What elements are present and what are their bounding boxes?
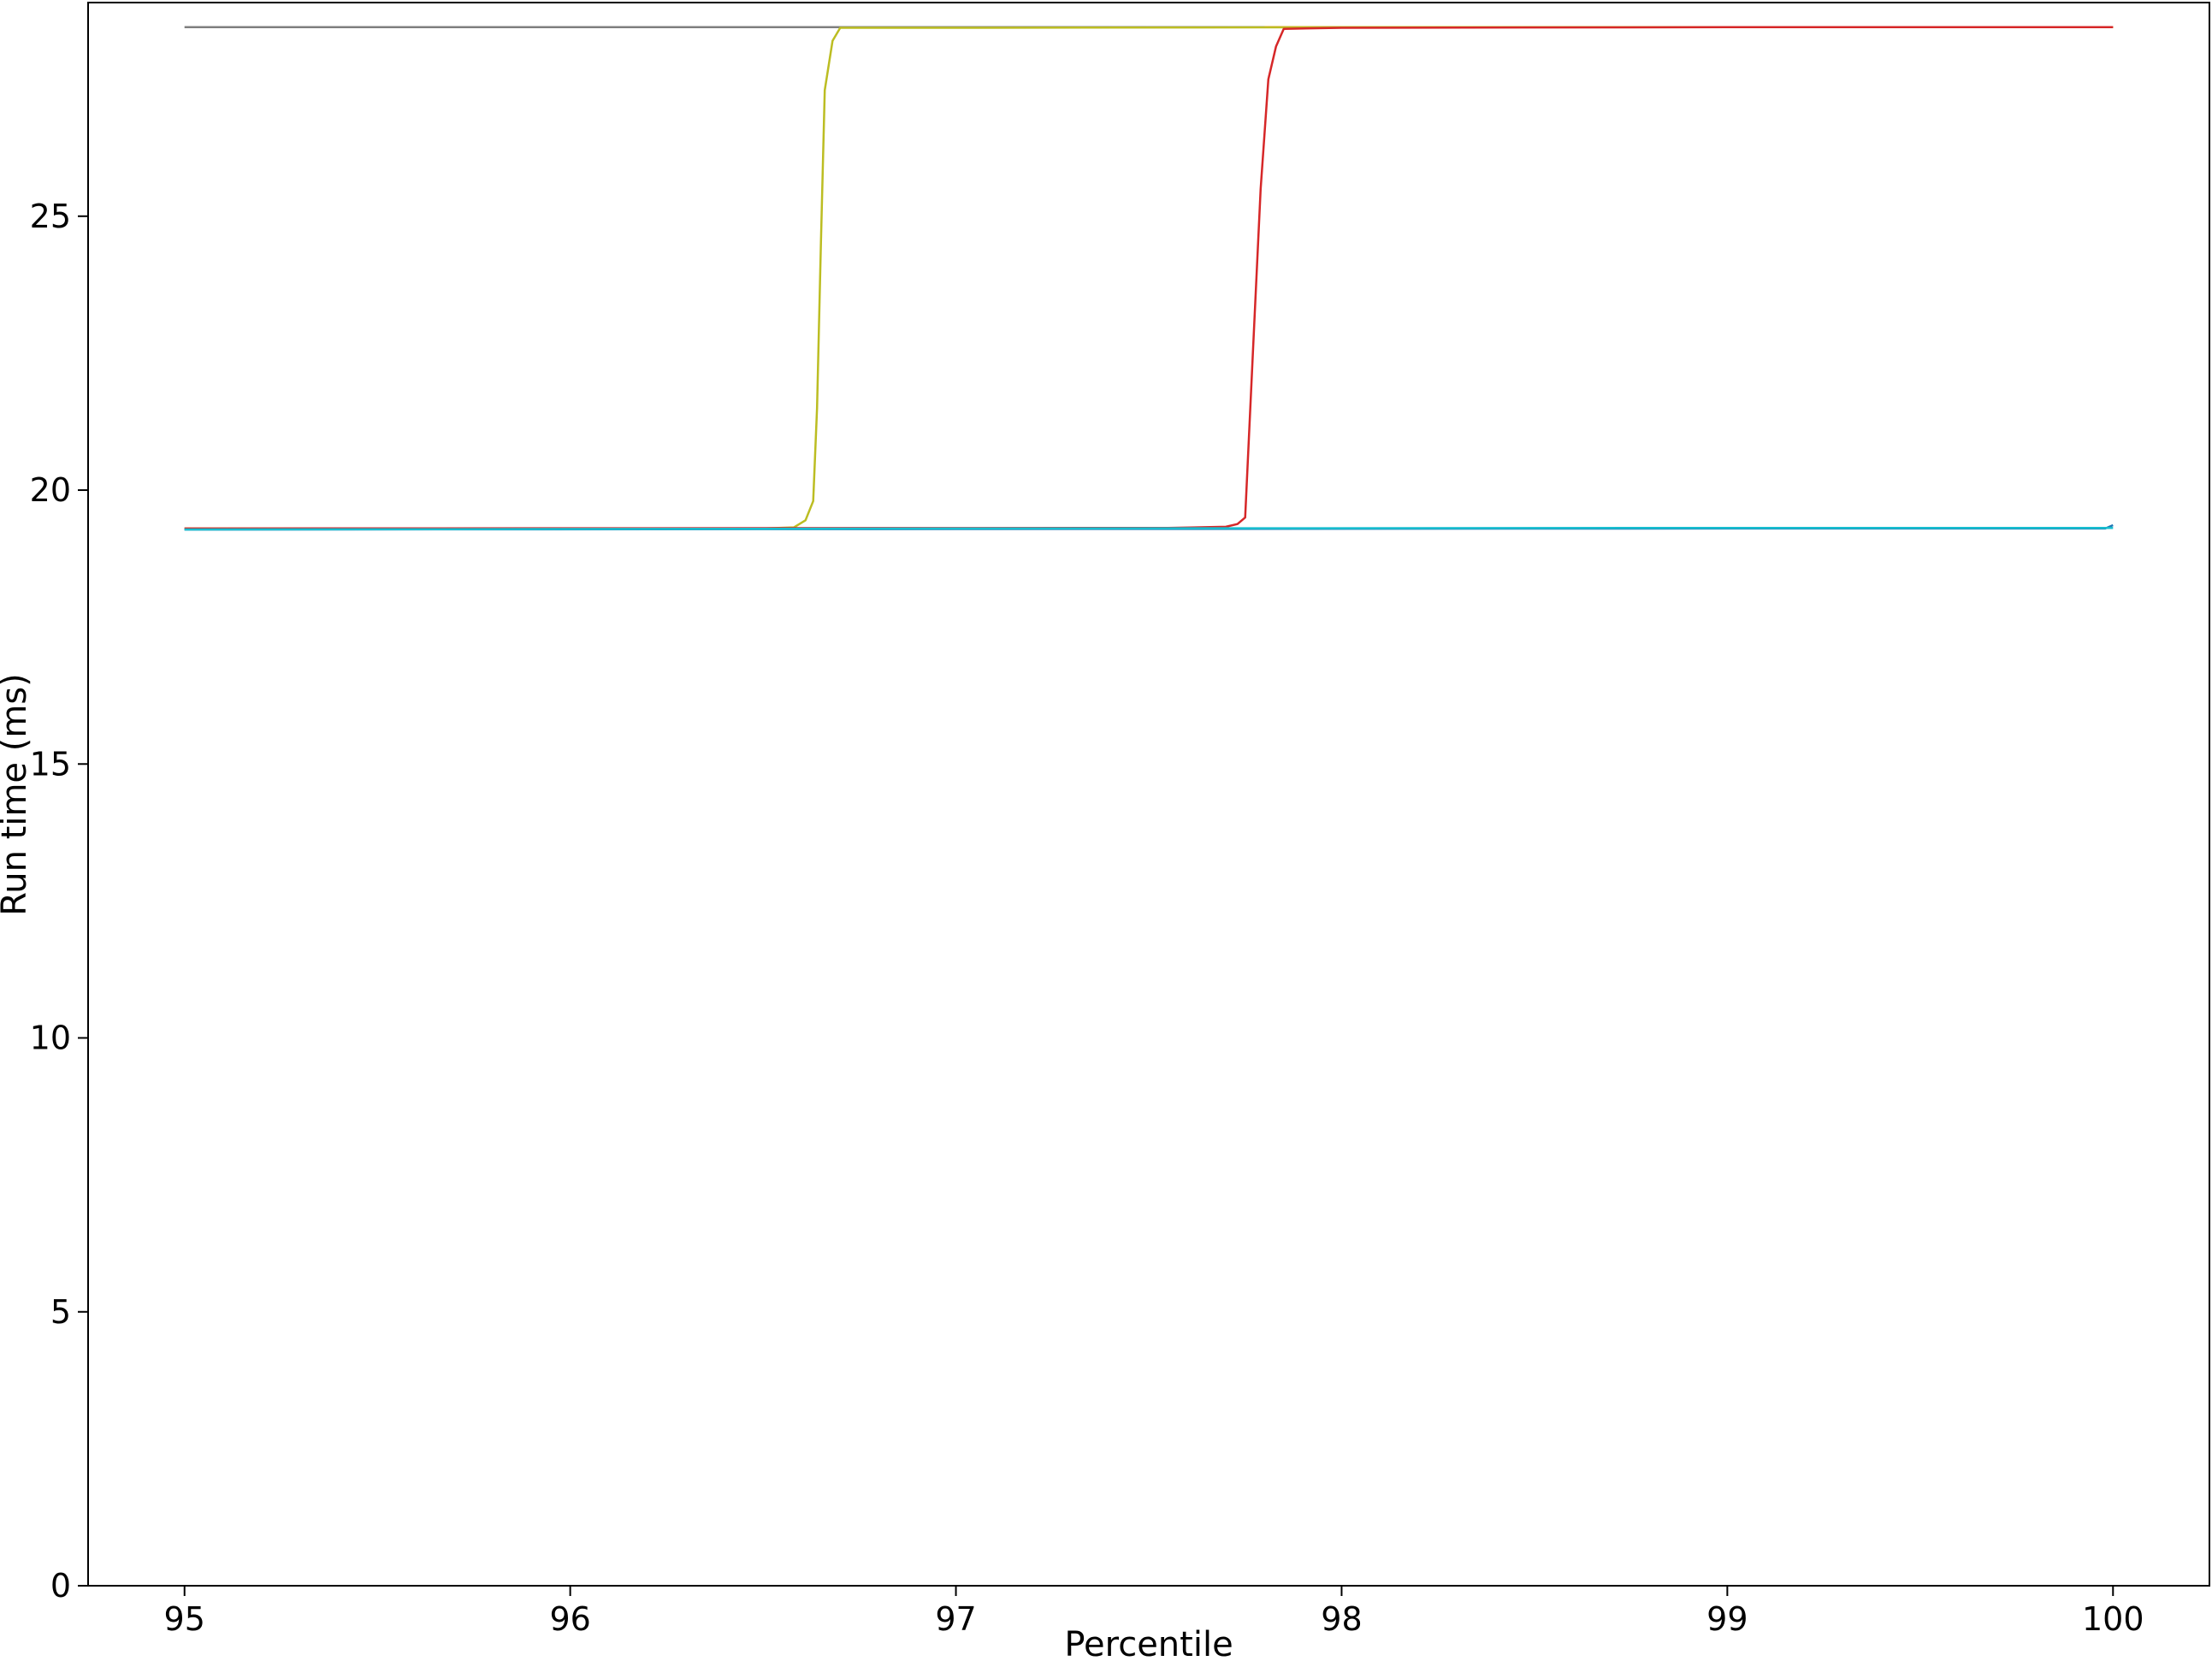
y-tick-label: 0 [50, 1567, 71, 1605]
series-lines [184, 26, 2114, 531]
series-line-3 [184, 26, 2114, 530]
x-tick-label: 97 [935, 1600, 976, 1638]
y-tick-label: 5 [50, 1293, 71, 1331]
x-tick-label: 100 [2082, 1600, 2144, 1638]
x-tick-label: 98 [1321, 1600, 1362, 1638]
x-axis-label: Percentile [1064, 1625, 1233, 1661]
y-tick-label: 25 [30, 198, 71, 235]
x-tick-label: 95 [164, 1600, 205, 1638]
x-axis-ticks: 95 96 97 98 99 100 [164, 1586, 2144, 1638]
x-tick-label: 99 [1706, 1600, 1748, 1638]
y-tick-label: 20 [30, 471, 71, 509]
y-axis-label: Run time (ms) [0, 673, 34, 916]
y-tick-label: 15 [30, 745, 71, 783]
series-line-4 [184, 26, 2114, 530]
y-tick-label: 10 [30, 1020, 71, 1057]
series-line-6 [184, 526, 2114, 531]
plot-area [87, 2, 2210, 1587]
y-axis-ticks: 0 5 10 15 20 25 [30, 198, 88, 1605]
x-tick-label: 96 [549, 1600, 590, 1638]
